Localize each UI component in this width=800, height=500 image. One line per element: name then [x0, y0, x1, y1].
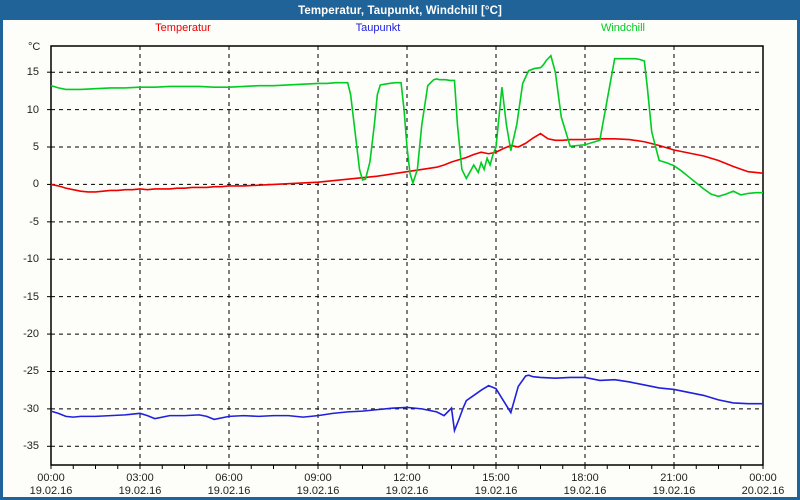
- x-axis-tick-date: 19.02.16: [296, 485, 340, 497]
- legend-item-windchill: Windchill: [600, 22, 645, 34]
- x-axis-tick-date: 20.02.16: [741, 485, 785, 497]
- x-axis-tick-time: 12:00: [393, 472, 421, 484]
- x-axis-tick-date: 19.02.16: [563, 485, 607, 497]
- y-axis-unit-label: °C: [28, 41, 41, 53]
- y-axis-tick-label: -10: [23, 253, 39, 266]
- x-axis-tick-time: 09:00: [304, 472, 332, 484]
- x-axis-tick-label: 00:00 19.02.16: [16, 472, 86, 498]
- plot-frame: [50, 45, 764, 466]
- legend-item-taupunkt: Taupunkt: [355, 22, 401, 34]
- chart-canvas: [47, 45, 764, 469]
- x-axis-tick-date: 19.02.16: [29, 485, 73, 497]
- y-axis-tick-label: -35: [23, 440, 39, 453]
- plot-area-wrapper: °C 15 10 5 0 -5 -10 -15 -20 -25 -30 -35 00:00 19.02.…: [3, 38, 797, 497]
- legend-item-temperatur: Temperatur: [155, 22, 211, 34]
- x-axis-tick-label: 00:00 20.02.16: [728, 472, 798, 498]
- x-axis-tick-label: 12:00 19.02.16: [372, 472, 442, 498]
- window-title: Temperatur, Taupunkt, Windchill [°C]: [3, 3, 797, 20]
- series-line-windchill: [50, 54, 763, 198]
- x-axis-tick-label: 09:00 19.02.16: [283, 472, 353, 498]
- x-axis-tick-time: 00:00: [749, 472, 777, 484]
- y-axis-tick-label: 10: [26, 103, 39, 116]
- chart-legend: Temperatur Taupunkt Windchill: [3, 20, 797, 38]
- x-axis-tick-date: 19.02.16: [652, 485, 696, 497]
- y-axis-tick-label: -5: [29, 215, 39, 228]
- x-axis-tick-time: 00:00: [37, 472, 65, 484]
- x-axis-tick-time: 06:00: [215, 472, 243, 484]
- x-axis-tick-time: 21:00: [660, 472, 688, 484]
- x-axis-tick-label: 15:00 19.02.16: [461, 472, 531, 498]
- y-axis-tick-label: 0: [32, 178, 39, 191]
- series-line-temperatur: [50, 132, 764, 193]
- x-axis-tick-date: 19.02.16: [474, 485, 518, 497]
- x-axis-tick-label: 18:00 19.02.16: [550, 472, 620, 498]
- x-axis-tick-label: 06:00 19.02.16: [194, 472, 264, 498]
- x-axis-tick-time: 18:00: [571, 472, 599, 484]
- x-axis-tick-date: 19.02.16: [118, 485, 162, 497]
- x-axis-tick-time: 15:00: [482, 472, 510, 484]
- y-axis-tick-label: 5: [32, 141, 39, 153]
- y-axis-tick-label: -25: [23, 365, 39, 378]
- x-axis-tick-date: 19.02.16: [385, 485, 429, 497]
- y-axis-tick-label: 15: [26, 66, 39, 79]
- series-line-taupunkt: [50, 374, 763, 434]
- y-axis-tick-label: -15: [23, 290, 39, 303]
- x-axis-tick-date: 19.02.16: [207, 485, 251, 497]
- x-axis-tick-label: 03:00 19.02.16: [105, 472, 175, 498]
- x-axis-tick-label: 21:00 19.02.16: [639, 472, 709, 498]
- y-axis-tick-label: -30: [23, 402, 39, 415]
- y-axis-tick-label: -20: [23, 328, 39, 341]
- x-axis-tick-time: 03:00: [126, 472, 154, 484]
